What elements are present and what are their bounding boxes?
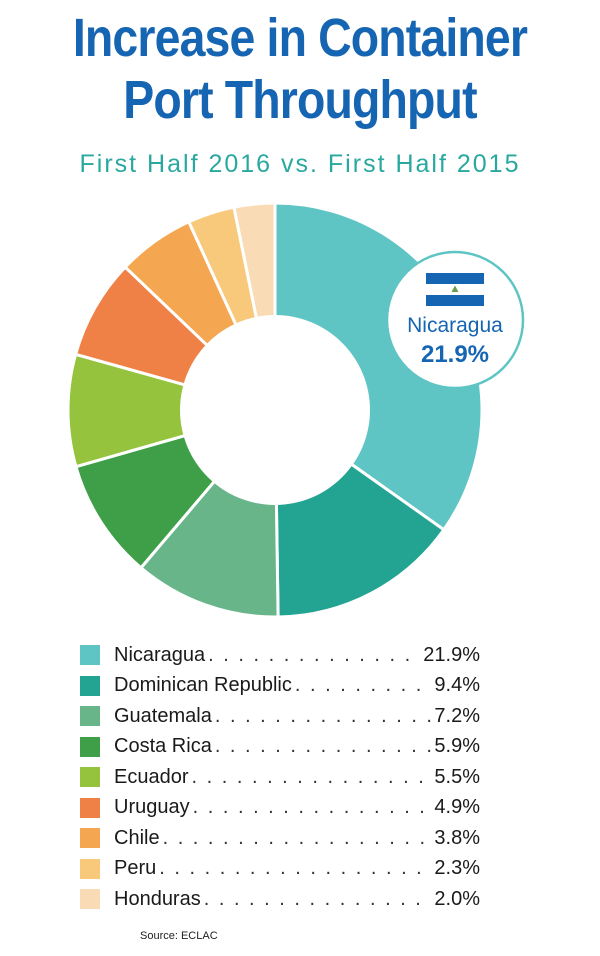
legend-item-chile: Chile 3.8% <box>80 823 480 854</box>
legend-swatch <box>80 736 100 757</box>
slice-ecuador <box>66 352 281 469</box>
legend-leader-dots <box>208 644 420 667</box>
callout-label: Nicaragua <box>407 314 503 337</box>
legend-item-costa-rica: Costa Rica 5.9% <box>80 732 480 763</box>
legend-leader-dots <box>159 857 431 880</box>
callout-circle <box>385 250 525 390</box>
legend-value: 3.8% <box>434 826 480 849</box>
legend-swatch <box>80 645 100 666</box>
legend-leader-dots <box>204 888 432 911</box>
donut-hole <box>180 315 370 505</box>
legend-swatch <box>80 889 100 910</box>
legend-value: 5.5% <box>434 765 480 788</box>
legend-label: Chile <box>114 826 160 849</box>
legend-value: 9.4% <box>434 674 480 697</box>
legend-label: Peru <box>114 857 157 880</box>
legend-leader-dots <box>215 735 432 758</box>
legend-item-nicaragua: Nicaragua 21.9% <box>80 640 480 671</box>
legend-swatch <box>80 858 100 879</box>
legend-label: Guatemala <box>114 704 212 727</box>
legend-leader-dots <box>163 827 432 850</box>
legend-value: 2.3% <box>434 857 480 880</box>
legend-swatch <box>80 797 100 818</box>
legend-label: Costa Rica <box>114 735 212 758</box>
title-line-2: Port Throughput <box>123 70 477 130</box>
legend-leader-dots <box>295 674 432 697</box>
legend-leader-dots <box>193 796 432 819</box>
legend-item-peru: Peru 2.3% <box>80 854 480 885</box>
legend-leader-dots <box>215 705 432 728</box>
legend-swatch <box>80 828 100 849</box>
legend-swatch <box>80 706 100 727</box>
legend-label: Dominican Republic <box>114 674 292 697</box>
legend-label: Uruguay <box>114 796 190 819</box>
legend-value: 4.9% <box>434 796 480 819</box>
legend-value: 7.2% <box>434 704 480 727</box>
legend-value: 21.9% <box>423 643 480 666</box>
legend-item-uruguay: Uruguay 4.9% <box>80 793 480 824</box>
donut-chart: Nicaragua 21.9% <box>66 201 525 619</box>
legend-label: Ecuador <box>114 765 189 788</box>
source-note: Source: ECLAC <box>140 930 218 942</box>
legend-leader-dots <box>192 766 432 789</box>
callout-value: 21.9% <box>421 341 489 368</box>
legend-swatch <box>80 767 100 788</box>
legend-value: 5.9% <box>434 735 480 758</box>
legend-label: Nicaragua <box>114 643 206 666</box>
legend-item-ecuador: Ecuador 5.5% <box>80 762 480 793</box>
legend-value: 2.0% <box>434 887 480 910</box>
legend-item-honduras: Honduras 2.0% <box>80 884 480 915</box>
legend-swatch <box>80 675 100 696</box>
legend-item-guatemala: Guatemala 7.2% <box>80 701 480 732</box>
nicaragua-flag-icon <box>426 273 484 306</box>
legend-label: Honduras <box>114 887 201 910</box>
legend: Nicaragua 21.9% Dominican Republic 9.4% Guat… <box>80 640 480 915</box>
callout-bubble: Nicaragua 21.9% <box>385 250 525 390</box>
legend-item-dominican-republic: Dominican Republic 9.4% <box>80 671 480 702</box>
title-line-1: Increase in Container <box>72 8 528 68</box>
subtitle: First Half 2016 vs. First Half 2015 <box>79 150 521 178</box>
